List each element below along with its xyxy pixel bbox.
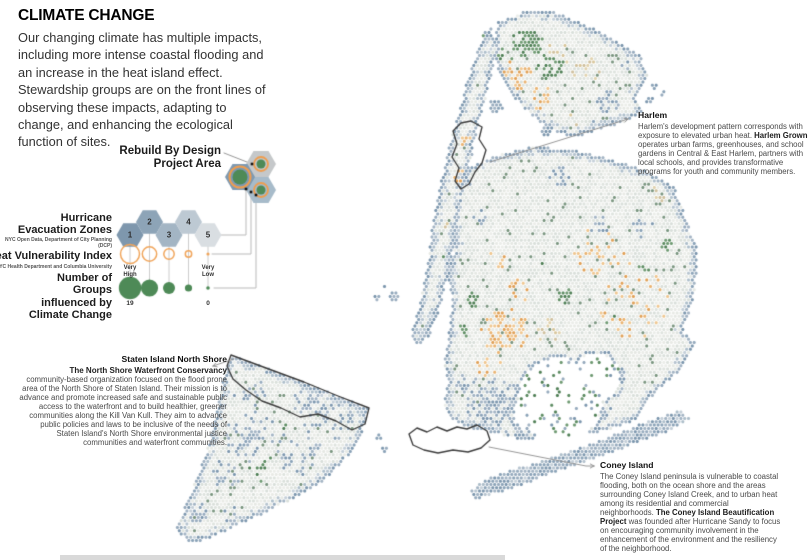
staten-island-annotation: Staten Island North Shore The North Shor… (18, 354, 227, 448)
evacuation-zone-number: 4 (186, 217, 191, 227)
harlem-region-outline (450, 118, 490, 192)
coney-island-region-outline (407, 424, 493, 455)
page-bottom-rule (60, 555, 505, 560)
coney-annotation-title: Coney Island (600, 460, 654, 470)
coney-annotation-body: The Coney Island peninsula is vulnerable… (600, 472, 784, 553)
staten-annotation-title: Staten Island North Shore (121, 354, 227, 364)
north-shore-region-outline (225, 352, 373, 434)
annotation-text-segment: Harlem's development pattern corresponds… (638, 121, 803, 140)
annotation-text-segment: Harlem Grown (754, 131, 808, 140)
groups-max-count: 19 (126, 300, 134, 307)
heat-source-caption: NYC Health Department and Columbia Unive… (0, 264, 112, 270)
heat-scale-high-label: Very High (123, 265, 137, 278)
annotation-text-segment: was founded after Hurricane Sandy to foc… (600, 517, 781, 554)
evacuation-zone-number: 3 (166, 230, 172, 240)
groups-min-count: 0 (206, 300, 210, 307)
coney-island-annotation: Coney Island The Coney Island peninsula … (600, 460, 784, 553)
evacuation-zone-number: 1 (127, 230, 133, 240)
annotation-text-segment: operates urban farms, greenhouses, and s… (638, 140, 804, 177)
staten-annotation-body: community-based organization focused on … (19, 375, 227, 448)
harlem-annotation: Harlem Harlem's development pattern corr… (638, 110, 808, 176)
harlem-annotation-body: Harlem's development pattern corresponds… (638, 122, 808, 176)
harlem-annotation-title: Harlem (638, 110, 668, 120)
zones-source-caption: NYC Open Data, Department of City Planni… (5, 237, 112, 249)
evacuation-zone-number: 2 (147, 217, 152, 227)
annotation-text-segment: The Coney Island peninsula is vulnerable… (600, 471, 779, 518)
evacuation-zone-number: 5 (205, 230, 211, 240)
staten-annotation-subtitle: The North Shore Waterfront Conservancy (69, 365, 227, 375)
heat-scale-low-label: Very Low (201, 265, 215, 278)
annotation-text-segment: The Coney Island Beautification Project (600, 508, 775, 527)
page-title: CLIMATE CHANGE (18, 7, 155, 24)
intro-paragraph: Our changing climate has multiple impact… (18, 30, 266, 150)
groups-influenced-label: Number of Groups influenced by Climate C… (28, 272, 112, 321)
hurricane-evacuation-zones-label: Hurricane Evacuation Zones (17, 212, 112, 237)
heat-vulnerability-index-label: Heat Vulnerability Index (0, 250, 112, 262)
rebuild-by-design-label: Rebuild By Design Project Area (119, 145, 221, 170)
